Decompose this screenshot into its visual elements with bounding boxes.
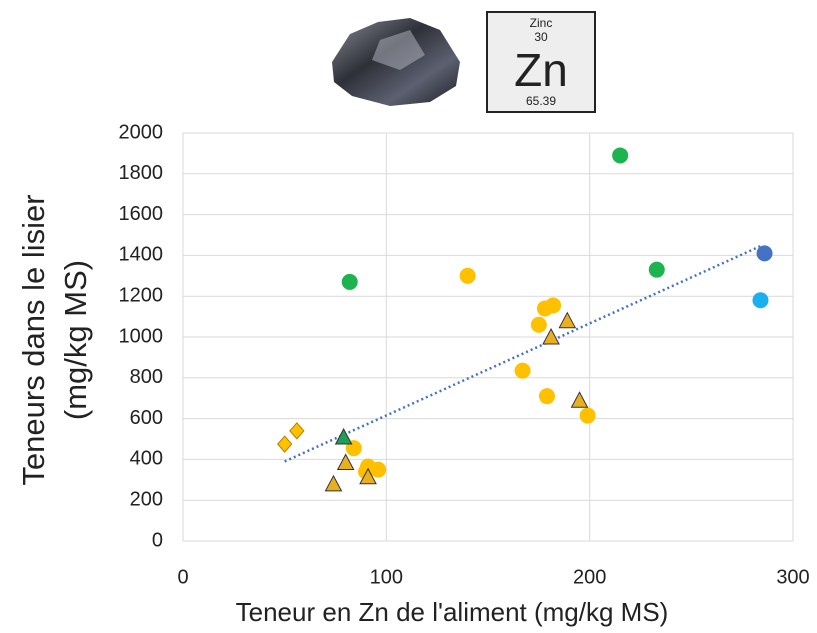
data-point: [531, 317, 547, 333]
y-tick-label: 200: [130, 488, 163, 510]
element-name: Zinc: [530, 16, 553, 30]
data-point: [572, 392, 588, 407]
data-point: [278, 436, 292, 452]
x-tick-label: 0: [177, 566, 188, 588]
y-tick-label: 1800: [119, 162, 164, 184]
element-mass: 65.39: [526, 94, 556, 108]
y-tick-label: 600: [130, 407, 163, 429]
y-tick-label: 0: [152, 529, 163, 551]
data-point: [338, 454, 354, 469]
data-point: [325, 476, 341, 491]
data-point: [559, 313, 575, 328]
data-point: [342, 274, 358, 290]
x-tick-label: 100: [370, 566, 403, 588]
y-tick-label: 1600: [119, 203, 164, 225]
data-point: [460, 268, 476, 284]
data-point: [757, 245, 773, 261]
element-tile: Zinc 30 Zn 65.39: [487, 12, 595, 112]
y-tick-label: 1400: [119, 244, 164, 266]
data-point: [370, 462, 386, 478]
element-symbol: Zn: [514, 44, 568, 96]
element-number: 30: [534, 30, 548, 44]
y-tick-label: 400: [130, 448, 163, 470]
rock-image: [332, 18, 460, 106]
y-tick-label: 2000: [119, 121, 164, 143]
x-axis-title: Teneur en Zn de l'aliment (mg/kg MS): [236, 597, 669, 627]
chart: Zinc 30 Zn 65.39 Teneur en Zn de l'alime…: [0, 0, 817, 633]
data-point: [612, 147, 628, 163]
x-tick-label: 300: [776, 566, 809, 588]
y-tick-label: 800: [130, 366, 163, 388]
y-axis-title: (mg/kg MS): [58, 260, 93, 420]
data-point: [539, 388, 555, 404]
y-tick-label: 1000: [119, 325, 164, 347]
data-point: [515, 363, 531, 379]
data-point: [752, 292, 768, 308]
data-point: [649, 262, 665, 278]
data-point: [290, 423, 304, 439]
y-tick-label: 1200: [119, 284, 164, 306]
data-point: [545, 297, 561, 313]
y-axis-title: Teneurs dans le lisier: [16, 194, 51, 485]
x-tick-label: 200: [573, 566, 606, 588]
data-point: [580, 408, 596, 424]
